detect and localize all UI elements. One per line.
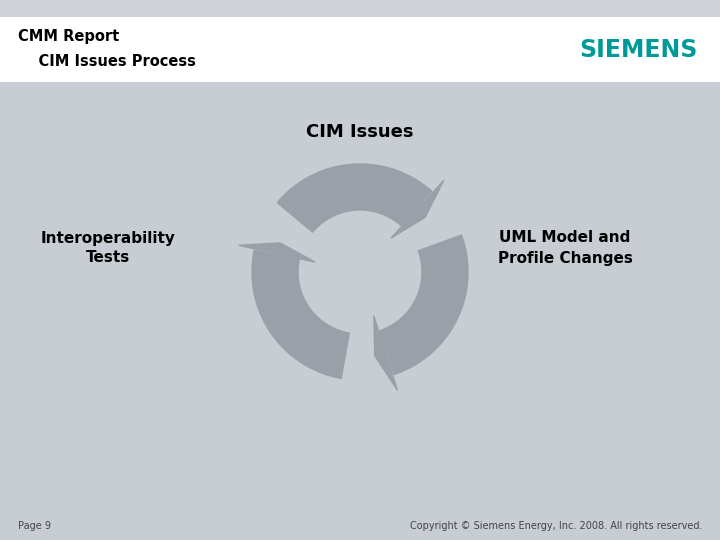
Bar	[0, 0, 720, 82]
Polygon shape	[239, 243, 315, 262]
Text: SIEMENS: SIEMENS	[580, 38, 698, 62]
Polygon shape	[379, 235, 468, 374]
Text: CIM Issues Process: CIM Issues Process	[18, 55, 196, 70]
Polygon shape	[374, 316, 397, 390]
Text: CMM Report: CMM Report	[18, 29, 120, 44]
Text: Interoperability: Interoperability	[40, 231, 176, 246]
Polygon shape	[391, 180, 444, 238]
Text: Profile Changes: Profile Changes	[498, 251, 632, 266]
Polygon shape	[277, 164, 432, 232]
Text: Page 9: Page 9	[18, 521, 51, 531]
Text: UML Model and: UML Model and	[499, 231, 631, 246]
Text: CIM Issues: CIM Issues	[306, 123, 414, 141]
Polygon shape	[252, 250, 349, 379]
Bar	[0, 0, 720, 17]
Text: Tests: Tests	[86, 251, 130, 266]
Text: Copyright © Siemens Energy, Inc. 2008. All rights reserved.: Copyright © Siemens Energy, Inc. 2008. A…	[410, 521, 702, 531]
